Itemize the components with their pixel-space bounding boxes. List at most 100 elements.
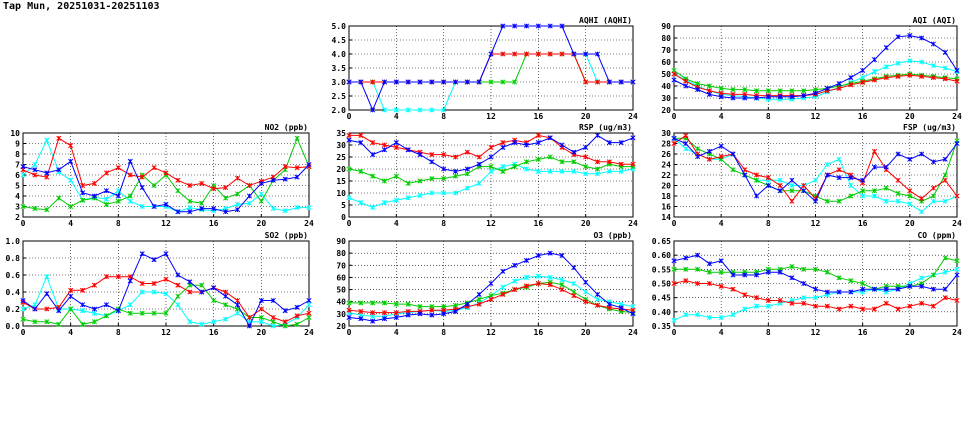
data-point — [547, 51, 553, 57]
data-point — [163, 291, 169, 297]
y-tick-label: 20 — [661, 106, 671, 115]
y-tick-label: 24 — [661, 161, 671, 170]
data-point — [695, 312, 701, 318]
data-point — [618, 140, 624, 146]
data-point — [488, 154, 494, 160]
data-point — [175, 209, 181, 215]
data-point — [895, 286, 901, 292]
data-point — [559, 168, 565, 174]
data-point — [246, 182, 252, 189]
data-point — [942, 295, 948, 301]
data-point — [234, 201, 241, 207]
y-tick-label: 0.60 — [652, 251, 671, 260]
data-point — [895, 34, 901, 40]
data-point — [730, 272, 736, 278]
y-tick-label: 14 — [661, 213, 671, 222]
data-point — [618, 305, 624, 311]
series-c1 — [671, 252, 960, 295]
data-point — [919, 275, 925, 281]
data-point — [824, 172, 830, 178]
data-point — [860, 286, 866, 292]
data-point — [306, 302, 312, 308]
data-point — [907, 303, 913, 309]
x-tick-label: 0 — [347, 328, 352, 337]
data-point — [358, 79, 364, 85]
x-tick-label: 12 — [161, 219, 171, 228]
data-point — [535, 253, 541, 259]
data-point — [32, 167, 38, 173]
data-point — [464, 166, 470, 172]
data-point — [103, 302, 109, 308]
data-point — [358, 308, 364, 314]
data-point — [606, 79, 612, 85]
data-point — [91, 310, 98, 316]
data-point — [270, 319, 276, 325]
data-point — [115, 308, 121, 314]
x-tick-label: 20 — [581, 328, 591, 337]
chart-title: SO2 (ppb) — [265, 231, 308, 240]
data-point — [954, 266, 960, 272]
data-point — [512, 23, 518, 29]
data-point — [151, 203, 157, 210]
data-point — [115, 198, 121, 204]
y-tick-label: 26 — [661, 150, 671, 159]
data-point — [718, 85, 724, 91]
data-point — [358, 132, 364, 138]
data-point — [860, 177, 866, 183]
data-point — [919, 35, 925, 41]
y-tick-label: 7 — [15, 161, 20, 170]
data-point — [753, 177, 760, 183]
data-point — [683, 255, 689, 261]
data-point — [44, 306, 50, 312]
data-point — [20, 172, 26, 178]
y-tick-label: 30 — [661, 129, 671, 138]
data-point — [571, 149, 577, 155]
data-point — [812, 295, 819, 301]
data-point — [907, 156, 913, 162]
series-c1 — [20, 158, 312, 215]
data-point — [706, 314, 712, 321]
data-point — [618, 168, 624, 174]
data-point — [464, 79, 470, 85]
data-point — [223, 185, 229, 191]
y-tick-label: 0.6 — [6, 271, 21, 280]
data-point — [80, 302, 86, 308]
data-point — [151, 280, 157, 287]
data-point — [346, 137, 352, 143]
data-point — [306, 161, 312, 168]
y-tick-label: 18 — [661, 192, 671, 201]
data-point — [488, 144, 494, 150]
data-point — [883, 286, 889, 292]
data-point — [139, 203, 145, 210]
data-point — [246, 200, 252, 206]
data-point — [789, 300, 795, 306]
x-tick-label: 12 — [486, 219, 496, 228]
data-point — [44, 319, 50, 325]
data-point — [718, 269, 724, 275]
y-tick-label: 50 — [661, 70, 671, 79]
data-point — [883, 164, 889, 170]
data-point — [80, 197, 86, 203]
data-point — [824, 198, 830, 204]
data-point — [139, 174, 145, 180]
data-point — [258, 198, 264, 204]
data-point — [535, 156, 541, 162]
x-tick-label: 16 — [534, 112, 544, 121]
series-c1 — [671, 33, 960, 101]
data-point — [523, 159, 530, 165]
data-point — [500, 291, 506, 297]
data-point — [223, 293, 229, 299]
x-tick-label: 4 — [394, 112, 399, 121]
data-point — [270, 206, 276, 212]
data-point — [594, 51, 601, 57]
data-point — [103, 201, 109, 207]
data-point — [306, 204, 312, 211]
data-point — [234, 207, 241, 213]
data-point — [234, 297, 241, 304]
data-point — [930, 272, 936, 278]
data-point — [294, 204, 300, 211]
y-tick-label: 5.0 — [332, 22, 347, 31]
data-point — [930, 193, 936, 199]
series-c4 — [346, 132, 636, 167]
data-point — [871, 193, 878, 199]
